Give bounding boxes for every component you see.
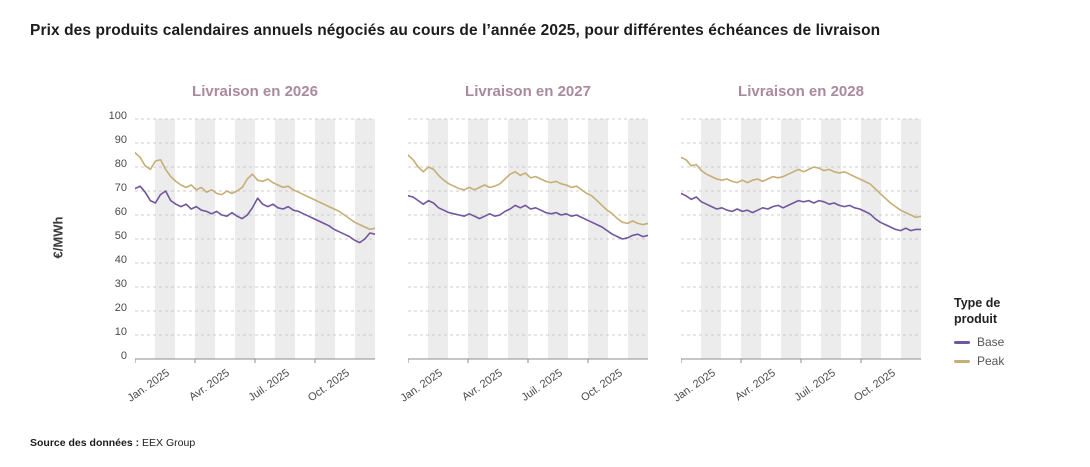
x-tick-label: Jan. 2025: [398, 367, 445, 405]
x-tick-label: Jan. 2025: [125, 367, 172, 405]
legend-item-base-label: Base: [977, 335, 1005, 350]
page-title: Prix des produits calendaires annuels né…: [30, 22, 881, 39]
x-tick-label: Oct. 2025: [578, 367, 625, 405]
chart-panel-2028: Livraison en 2028 Jan. 2025 Avr. 2025 Juil…: [671, 75, 922, 422]
legend-item-peak-label: Peak: [977, 354, 1005, 369]
line-chart-2026: Jan. 2025 Avr. 2025 Juil. 2025 Oct. 2025: [125, 117, 376, 422]
data-source-value: EEX Group: [142, 437, 196, 449]
x-tick-label: Oct. 2025: [851, 367, 898, 405]
panel-title-2027: Livraison en 2027: [465, 83, 591, 100]
chart-panel-2026: Livraison en 2026 Jan. 2025 Avr. 2025 Juil…: [125, 75, 376, 422]
x-tick-label: Juil. 2025: [246, 367, 292, 404]
y-tick-label: 40: [114, 254, 127, 266]
base-line-swatch: [954, 340, 970, 344]
x-tick-label: Oct. 2025: [305, 367, 352, 405]
data-source: Source des données : EEX Group: [30, 437, 195, 449]
y-tick-label: 60: [114, 206, 127, 218]
y-tick-label: 50: [114, 230, 127, 242]
peak-line-swatch: [954, 359, 970, 363]
charts-row: €/MWh 0 10 20 30 40 50 60 70 80 90 100 Livraison e…: [30, 75, 1084, 422]
y-axis-ticks: 0 10 20 30 40 50 60 70 80 90 100: [85, 75, 135, 365]
legend-item-base: Base: [954, 335, 1084, 349]
x-tick-label: Avr. 2025: [733, 367, 778, 404]
panel-title-2028: Livraison en 2028: [738, 83, 864, 100]
legend-item-peak: Peak: [954, 354, 1084, 368]
line-chart-2028: Jan. 2025 Avr. 2025 Juil. 2025 Oct. 2025: [671, 117, 922, 422]
x-tick-label: Avr. 2025: [187, 367, 232, 404]
y-tick-label: 100: [108, 110, 127, 122]
y-tick-label: 90: [114, 134, 127, 146]
x-tick-label: Avr. 2025: [460, 367, 505, 404]
legend: Type de produit Base Peak: [954, 75, 1084, 368]
y-tick-label: 20: [114, 302, 127, 314]
y-tick-label: 30: [114, 278, 127, 290]
y-tick-label: 80: [114, 158, 127, 170]
x-tick-label: Jan. 2025: [671, 367, 718, 405]
data-source-label: Source des données :: [30, 437, 140, 449]
y-axis-title: €/MWh: [49, 216, 65, 258]
x-tick-label: Juil. 2025: [792, 367, 838, 404]
panel-title-2026: Livraison en 2026: [192, 83, 318, 100]
chart-svg: [680, 118, 922, 363]
chart-panel-2027: Livraison en 2027 Jan. 2025 Avr. 2025 Juil…: [398, 75, 649, 422]
x-tick-label: Juil. 2025: [519, 367, 565, 404]
chart-svg: [134, 118, 376, 363]
y-tick-label: 70: [114, 182, 127, 194]
chart-svg: [407, 118, 649, 363]
y-tick-label: 0: [120, 350, 127, 362]
y-tick-label: 10: [114, 326, 127, 338]
line-chart-2027: Jan. 2025 Avr. 2025 Juil. 2025 Oct. 2025: [398, 117, 649, 422]
y-axis-title-wrap: €/MWh: [30, 75, 85, 357]
legend-title: Type de produit: [954, 296, 1001, 326]
